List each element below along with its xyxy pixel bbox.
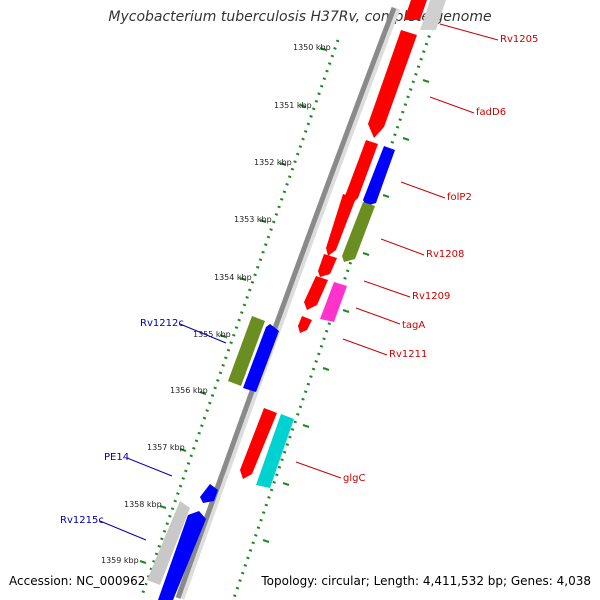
label-rv1205[interactable]: Rv1205 bbox=[500, 34, 538, 45]
tick-label: 1359 kbp bbox=[101, 556, 139, 565]
gene-rv1208-red[interactable] bbox=[326, 194, 356, 256]
gene-rv1212c-olive[interactable] bbox=[228, 316, 265, 386]
gene-glgc-cyan[interactable] bbox=[256, 414, 294, 488]
topology-text: Topology: circular; Length: 4,411,532 bp… bbox=[261, 574, 591, 588]
tick-label: 1358 kbp bbox=[124, 500, 162, 509]
tick-label: 1352 kbp bbox=[254, 158, 292, 167]
inner-ruler-ticks bbox=[139, 47, 327, 564]
gene-folp2-red[interactable] bbox=[345, 140, 378, 205]
gene-blue-forward[interactable] bbox=[363, 146, 395, 206]
tick-label: 1357 kbp bbox=[147, 443, 185, 452]
accession-text: Accession: NC_000962 bbox=[9, 574, 146, 588]
label-rv1212c[interactable]: Rv1212c bbox=[140, 318, 184, 329]
tick-label: 1351 kbp bbox=[274, 101, 312, 110]
label-rv1215c[interactable]: Rv1215c bbox=[60, 515, 104, 526]
gene-pe14[interactable] bbox=[200, 484, 218, 503]
label-taga[interactable]: tagA bbox=[402, 320, 425, 331]
gene-rv1215c-blue[interactable] bbox=[158, 511, 206, 600]
forward-genes bbox=[240, 0, 446, 488]
tick-label: 1350 kbp bbox=[293, 43, 331, 52]
tick-label: 1356 kbp bbox=[170, 386, 208, 395]
gene-rv1211[interactable] bbox=[298, 316, 312, 333]
gene-gray-reverse[interactable] bbox=[147, 501, 190, 585]
label-rv1208[interactable]: Rv1208 bbox=[426, 249, 464, 260]
reverse-genes bbox=[147, 316, 279, 600]
label-rv1211[interactable]: Rv1211 bbox=[389, 349, 427, 360]
label-rv1209[interactable]: Rv1209 bbox=[412, 291, 450, 302]
forward-leaders bbox=[295, 23, 499, 479]
label-pe14[interactable]: PE14 bbox=[104, 452, 129, 463]
gene-rv1205[interactable] bbox=[404, 0, 427, 20]
label-folp2[interactable]: folP2 bbox=[447, 192, 472, 203]
outer-ruler-ticks bbox=[262, 79, 430, 543]
gene-taga[interactable] bbox=[304, 276, 328, 310]
gene-rv1209[interactable] bbox=[318, 254, 337, 277]
tick-label: 1353 kbp bbox=[234, 215, 272, 224]
reverse-leaders bbox=[99, 323, 227, 541]
backbone-shadow bbox=[175, 6, 401, 600]
gene-fadd6[interactable] bbox=[368, 30, 417, 138]
label-glgc[interactable]: glgC bbox=[343, 473, 365, 484]
backbone bbox=[175, 7, 397, 599]
label-fadd6[interactable]: fadD6 bbox=[476, 107, 506, 118]
gene-taga-magenta[interactable] bbox=[320, 282, 347, 322]
tick-label: 1355 kbp bbox=[193, 330, 231, 339]
gene-gray-top[interactable] bbox=[420, 0, 446, 30]
gene-glgc-red[interactable] bbox=[240, 408, 277, 479]
gene-rv1208-olive[interactable] bbox=[342, 202, 375, 262]
gene-rv1212c-blue[interactable] bbox=[243, 324, 279, 392]
tick-label: 1354 kbp bbox=[214, 273, 252, 282]
